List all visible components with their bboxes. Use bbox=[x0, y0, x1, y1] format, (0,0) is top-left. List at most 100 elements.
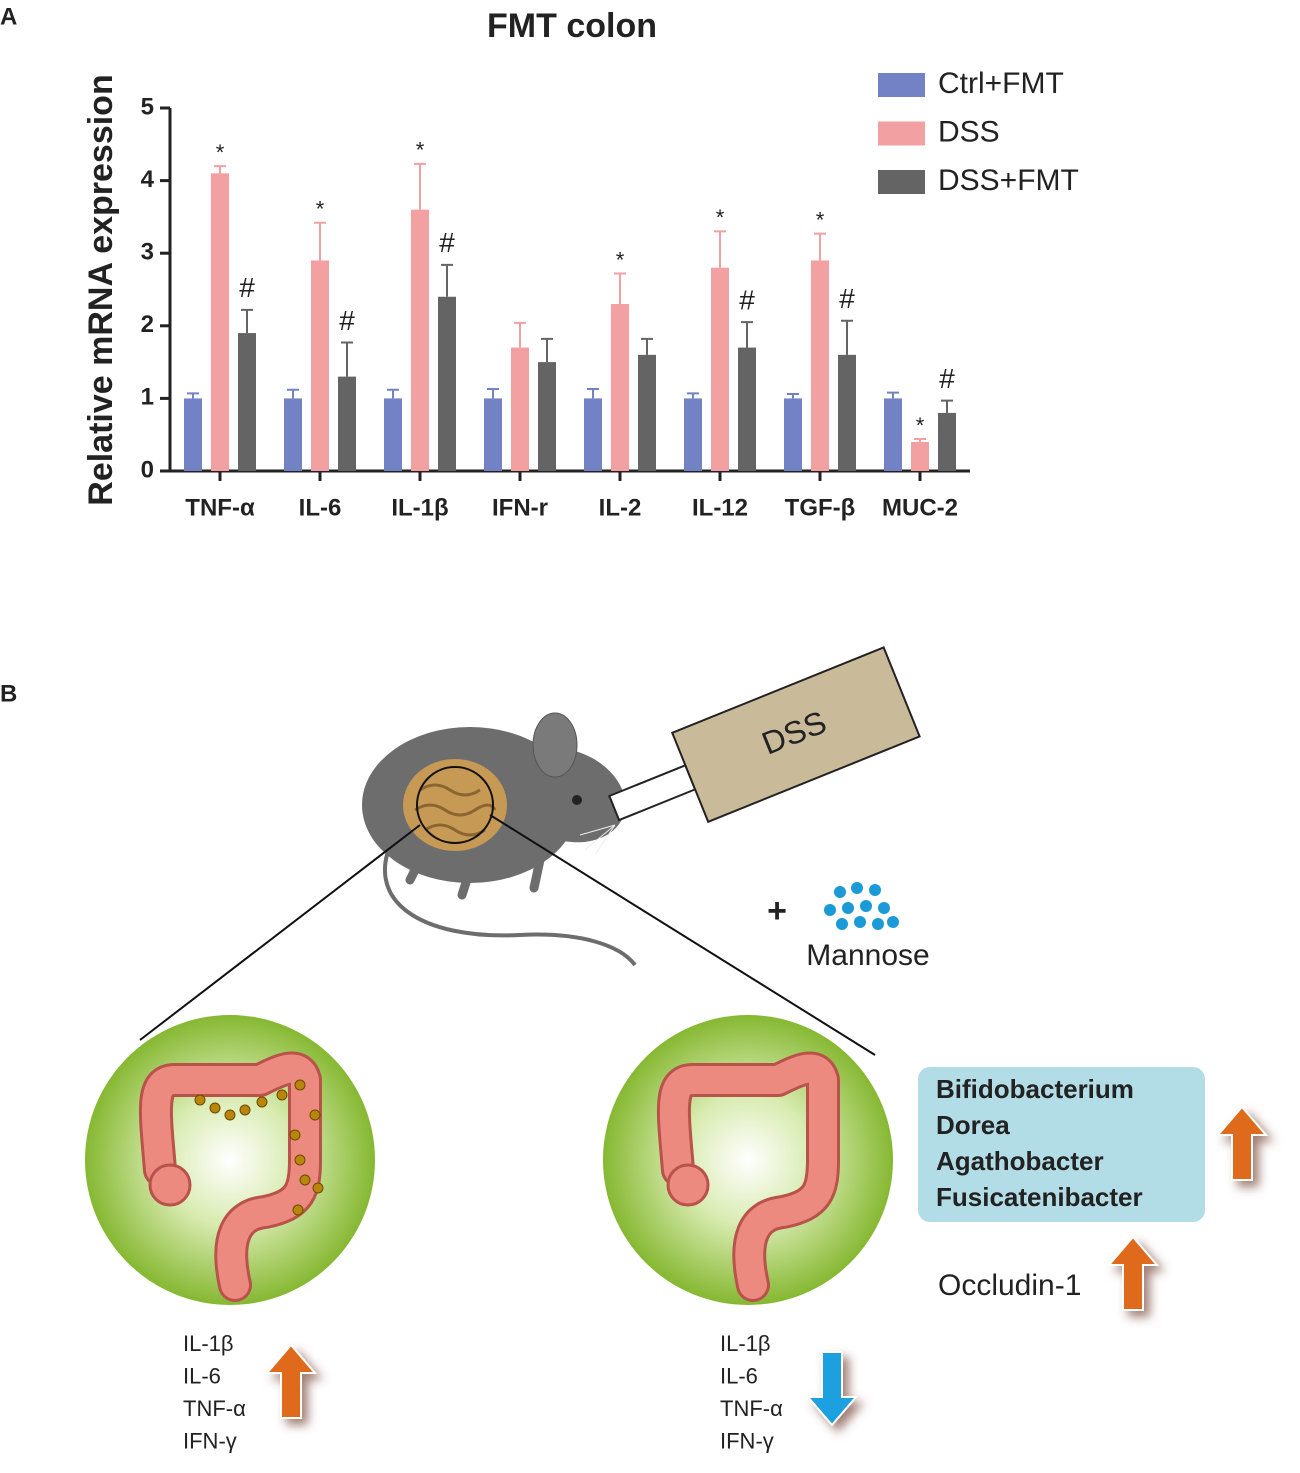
bar bbox=[911, 441, 929, 471]
legend-swatch bbox=[878, 121, 925, 146]
x-tick-label: IL-1β bbox=[391, 494, 448, 521]
bacteria-label: Fusicatenibacter bbox=[936, 1182, 1143, 1212]
y-tick-label: 2 bbox=[141, 311, 154, 338]
y-tick-label: 1 bbox=[141, 384, 154, 411]
bar bbox=[811, 260, 829, 471]
x-tick-label: IL-6 bbox=[299, 494, 342, 521]
bar bbox=[511, 347, 529, 471]
syringe-plunger bbox=[608, 763, 697, 822]
marker-label: IL-6 bbox=[720, 1363, 758, 1388]
marker-label: TNF-α bbox=[183, 1396, 246, 1421]
bar bbox=[411, 209, 429, 471]
panel-label: A bbox=[0, 3, 17, 30]
barrier-label: Occludin-1 bbox=[938, 1269, 1081, 1302]
bar bbox=[584, 398, 602, 471]
legend-swatch bbox=[878, 73, 925, 97]
error-bar bbox=[714, 230, 726, 268]
x-tick-label: MUC-2 bbox=[882, 494, 958, 521]
error-bar bbox=[787, 393, 799, 399]
error-bar bbox=[741, 321, 753, 348]
bacteria-label: Agathobacter bbox=[936, 1146, 1104, 1176]
significance-mark: * bbox=[416, 138, 425, 163]
y-tick-label: 5 bbox=[141, 93, 154, 120]
error-bar bbox=[687, 392, 699, 399]
x-tick-label: IL-2 bbox=[599, 494, 642, 521]
bar bbox=[738, 347, 756, 471]
error-bar bbox=[887, 391, 899, 399]
y-tick-label: 4 bbox=[141, 166, 155, 193]
significance-mark: * bbox=[916, 413, 925, 438]
error-bar bbox=[214, 165, 226, 174]
bar bbox=[338, 376, 356, 471]
mouse-eye bbox=[572, 795, 582, 805]
error-bar bbox=[914, 438, 926, 442]
significance-mark: # bbox=[439, 227, 455, 258]
significance-mark: * bbox=[716, 205, 725, 230]
x-tick-label: TGF-β bbox=[785, 494, 856, 521]
up-arrow bbox=[1215, 1105, 1269, 1181]
down-arrow bbox=[805, 1351, 859, 1427]
legend-label: DSS+FMT bbox=[938, 164, 1079, 197]
mouse-ear bbox=[532, 712, 578, 778]
bar bbox=[384, 398, 402, 471]
bar bbox=[484, 398, 502, 471]
bacteria-dots bbox=[194, 1079, 324, 1216]
error-bar bbox=[414, 162, 426, 210]
mouse-legs bbox=[405, 855, 545, 900]
marker-label: IFN-γ bbox=[183, 1428, 237, 1453]
error-bar bbox=[814, 232, 826, 261]
syringe-barrel bbox=[670, 646, 921, 824]
mouse-gut-folds bbox=[414, 783, 497, 837]
significance-mark: # bbox=[839, 283, 855, 314]
bar bbox=[884, 398, 902, 471]
error-bar bbox=[487, 387, 499, 399]
error-bar bbox=[387, 388, 399, 399]
y-tick-label: 0 bbox=[141, 456, 154, 483]
bar bbox=[611, 304, 629, 471]
error-bar bbox=[614, 272, 626, 305]
significance-mark: * bbox=[616, 247, 625, 272]
error-bar bbox=[241, 308, 253, 334]
zoom-circle bbox=[416, 766, 494, 844]
chart-title: FMT colon bbox=[487, 7, 657, 45]
bar bbox=[684, 398, 702, 471]
chart: 0 1 2 3 4 5 TNF-α * # IL-6 * # IL-1β * # IFN-r IL-2 * IL-1… bbox=[141, 67, 1079, 521]
error-bar bbox=[641, 337, 653, 355]
bacteria-box bbox=[918, 1067, 1205, 1222]
bar bbox=[938, 412, 956, 471]
bar bbox=[311, 260, 329, 471]
significance-mark: # bbox=[739, 285, 755, 316]
x-tick-label: IFN-r bbox=[492, 494, 548, 521]
legend-swatch bbox=[878, 170, 925, 194]
x-tick-label: TNF-α bbox=[185, 494, 255, 521]
significance-mark: * bbox=[816, 207, 825, 232]
significance-mark: # bbox=[339, 305, 355, 336]
up-arrow bbox=[264, 1343, 318, 1419]
zoom-line bbox=[139, 824, 421, 1041]
bacteria-label: Dorea bbox=[936, 1110, 1010, 1140]
supplement-label: Mannose bbox=[806, 939, 929, 972]
illustration: DSS + Mannose Occludin- bbox=[85, 646, 1269, 1427]
y-axis-label: Relative mRNA expression bbox=[82, 74, 120, 505]
zoom-line bbox=[489, 814, 876, 1056]
bar bbox=[838, 354, 856, 471]
colon-left bbox=[138, 1051, 322, 1302]
marker-label: IL-1β bbox=[183, 1331, 234, 1356]
x-tick-label: IL-12 bbox=[692, 494, 748, 521]
bar bbox=[438, 296, 456, 471]
y-tick-label: 3 bbox=[141, 239, 154, 266]
marker-label: IL-1β bbox=[720, 1331, 771, 1356]
significance-mark: # bbox=[939, 363, 955, 394]
error-bar bbox=[287, 388, 299, 399]
marker-label: TNF-α bbox=[720, 1396, 783, 1421]
bar bbox=[538, 362, 556, 471]
significance-mark: # bbox=[239, 272, 255, 303]
text-lists: IL-1β IL-6 TNF-α IFN-γ IL-1β IL-6 TNF-α IFN-γ Bi… bbox=[183, 1074, 1143, 1453]
error-bar bbox=[341, 341, 353, 377]
significance-mark: * bbox=[316, 197, 325, 222]
legend-label: DSS bbox=[938, 115, 1000, 148]
colon-right bbox=[656, 1051, 840, 1302]
marker-label: IFN-γ bbox=[720, 1428, 774, 1453]
